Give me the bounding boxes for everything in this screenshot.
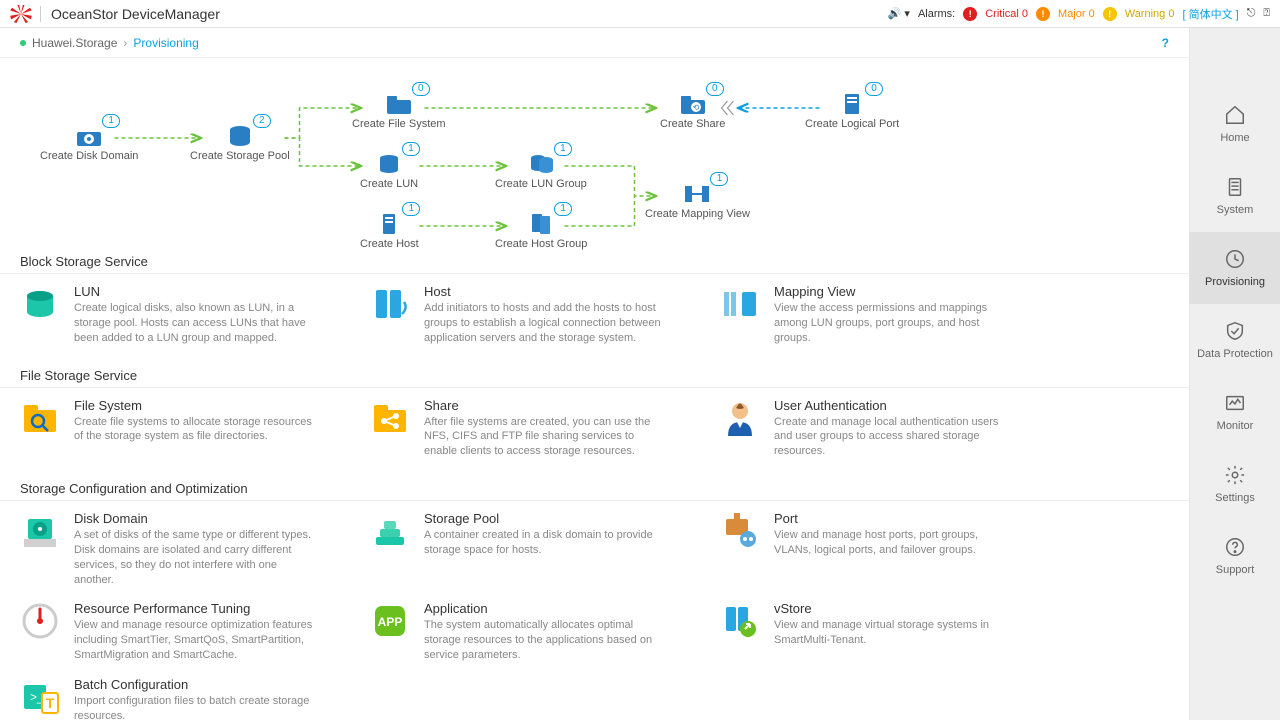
support-icon (1224, 536, 1246, 558)
card-batch[interactable]: >_T Batch ConfigurationImport configurat… (10, 673, 360, 720)
card-vstore[interactable]: vStoreView and manage virtual storage sy… (710, 597, 1060, 673)
page-help-icon[interactable]: ? (1162, 36, 1169, 50)
breadcrumb-current[interactable]: Provisioning (133, 36, 198, 50)
wf-file-system[interactable]: 0 Create File System (352, 90, 446, 130)
wf-host[interactable]: 1 Create Host (360, 210, 419, 250)
wf-share[interactable]: ⟲0 Create Share (660, 90, 725, 130)
workflow-connectors (0, 58, 1189, 248)
svg-text:T: T (46, 695, 55, 711)
card-mapping[interactable]: Mapping ViewView the access permissions … (710, 280, 1060, 356)
workflow-diagram: 1 Create Disk Domain 2 Create Storage Po… (0, 58, 1189, 248)
wf-disk-domain[interactable]: 1 Create Disk Domain (40, 122, 138, 162)
app-title: OceanStor DeviceManager (40, 6, 220, 22)
huawei-logo (10, 5, 32, 23)
card-share[interactable]: ShareAfter file systems are created, you… (360, 394, 710, 470)
status-dot (20, 40, 26, 46)
sidebar-settings[interactable]: Settings (1190, 448, 1280, 520)
sidebar-data-protection[interactable]: Data Protection (1190, 304, 1280, 376)
sound-icon[interactable]: 🔊 ▾ (888, 7, 910, 20)
language-switch[interactable]: [ 简体中文 ] (1182, 6, 1238, 22)
topbar: OceanStor DeviceManager 🔊 ▾ Alarms: ! Cri… (0, 0, 1280, 28)
card-host[interactable]: HostAdd initiators to hosts and add the … (360, 280, 710, 356)
card-port[interactable]: PortView and manage host ports, port gro… (710, 507, 1060, 597)
card-app[interactable]: APP ApplicationThe system automatically … (360, 597, 710, 673)
card-perf[interactable]: Resource Performance TuningView and mana… (10, 597, 360, 673)
critical-count[interactable]: Critical 0 (985, 8, 1028, 20)
help-icon[interactable]: ⍰ (1263, 7, 1270, 20)
critical-icon: ! (963, 7, 977, 21)
breadcrumb: Huawei.Storage › Provisioning ? (0, 28, 1189, 58)
wf-mapping-view[interactable]: 1 Create Mapping View (645, 180, 750, 220)
wf-storage-pool[interactable]: 2 Create Storage Pool (190, 122, 290, 162)
major-count[interactable]: Major 0 (1058, 8, 1095, 20)
wf-host-group[interactable]: 1 Create Host Group (495, 210, 587, 250)
section-file: File Storage Service (0, 362, 1189, 388)
sidebar-monitor[interactable]: Monitor (1190, 376, 1280, 448)
sidebar-provisioning[interactable]: Provisioning (1190, 232, 1280, 304)
sidebar: Home System Provisioning Data Protection… (1190, 28, 1280, 720)
shield-icon (1224, 320, 1246, 342)
wf-lun[interactable]: 1 Create LUN (360, 150, 418, 190)
system-icon (1224, 176, 1246, 198)
home-icon (1224, 104, 1246, 126)
warning-icon: ! (1103, 7, 1117, 21)
svg-text:⟲: ⟲ (692, 103, 699, 112)
svg-text:APP: APP (378, 615, 403, 629)
provisioning-icon (1224, 248, 1246, 270)
section-block: Block Storage Service (0, 248, 1189, 274)
sidebar-home[interactable]: Home (1190, 88, 1280, 160)
breadcrumb-root[interactable]: Huawei.Storage (32, 36, 117, 50)
card-diskdomain[interactable]: Disk DomainA set of disks of the same ty… (10, 507, 360, 597)
card-lun[interactable]: LUNCreate logical disks, also known as L… (10, 280, 360, 356)
wf-logical-port[interactable]: 0 Create Logical Port (805, 90, 899, 130)
wf-lun-group[interactable]: 1 Create LUN Group (495, 150, 587, 190)
card-storagepool[interactable]: Storage PoolA container created in a dis… (360, 507, 710, 597)
warning-count[interactable]: Warning 0 (1125, 8, 1175, 20)
logout-icon[interactable]: ⎋ (1247, 7, 1256, 20)
section-config: Storage Configuration and Optimization (0, 475, 1189, 501)
major-icon: ! (1036, 7, 1050, 21)
alarms-label: Alarms: (918, 8, 955, 20)
gear-icon (1224, 464, 1246, 486)
card-fs[interactable]: File SystemCreate file systems to alloca… (10, 394, 360, 470)
sidebar-support[interactable]: Support (1190, 520, 1280, 592)
sidebar-system[interactable]: System (1190, 160, 1280, 232)
card-userauth[interactable]: User AuthenticationCreate and manage loc… (710, 394, 1060, 470)
monitor-icon (1224, 392, 1246, 414)
